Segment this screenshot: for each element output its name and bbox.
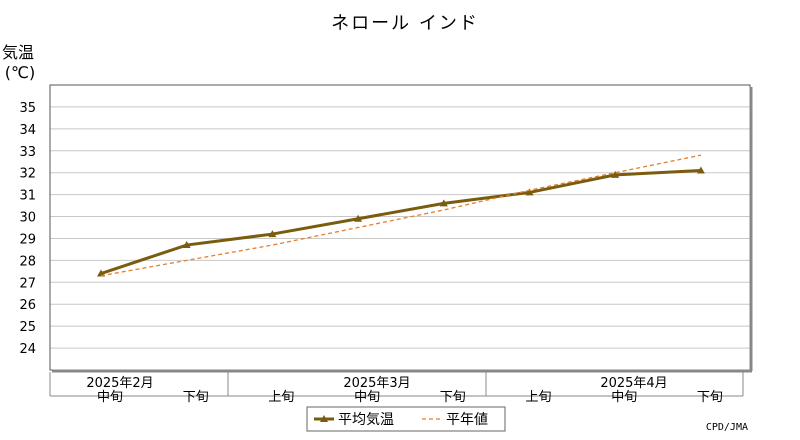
axes (49, 84, 753, 397)
x-tick-label: 下旬 (440, 390, 466, 405)
y-axis-title-line1: 気温 (2, 43, 34, 62)
y-tick-label: 25 (19, 320, 36, 335)
series-layer (97, 154, 705, 277)
y-tick-label: 35 (19, 101, 36, 116)
y-axis-title-line2: (℃) (5, 63, 35, 82)
x-tick-label: 上旬 (268, 390, 294, 405)
legend-label-average: 平均気温 (338, 412, 394, 428)
series-normal-line (100, 154, 702, 277)
y-tick-labels: 24 25 26 27 28 29 30 31 32 33 34 35 (19, 101, 36, 357)
chart-title: ネロール インド (331, 13, 479, 34)
x-tick-label: 下旬 (183, 390, 209, 405)
month-label: 2025年2月 (86, 376, 153, 391)
y-tick-label: 31 (19, 189, 36, 204)
x-tick-label: 中旬 (97, 390, 123, 405)
series-average-point (525, 188, 534, 196)
credit-label: CPD/JMA (706, 422, 748, 433)
legend-box (306, 406, 506, 432)
y-tick-label: 32 (19, 167, 36, 182)
y-tick-label: 24 (19, 342, 36, 357)
y-tick-label: 34 (19, 123, 36, 138)
y-tick-label: 26 (19, 298, 36, 313)
x-tick-label: 下旬 (697, 390, 723, 405)
series-average-point (354, 214, 363, 222)
series-average-point (696, 166, 705, 174)
plot-frame (49, 84, 751, 371)
legend-label-normal: 平年値 (446, 412, 488, 428)
x-tick-label: 中旬 (354, 390, 380, 405)
y-tick-label: 27 (19, 276, 36, 291)
x-tick-label: 中旬 (611, 390, 637, 405)
legend-marker-average (320, 415, 328, 422)
series-average-point (268, 230, 277, 238)
x-tick-label: 上旬 (525, 390, 551, 405)
series-average-point (182, 241, 191, 249)
legend: 平均気温 平年値 (306, 406, 506, 432)
month-label: 2025年3月 (343, 376, 410, 391)
series-average-line (100, 169, 701, 275)
y-tick-label: 28 (19, 254, 36, 269)
y-tick-label: 30 (19, 211, 36, 226)
y-tick-label: 33 (19, 145, 36, 160)
y-tick-label: 29 (19, 232, 36, 247)
series-average-point (439, 199, 448, 207)
series-average-point (611, 170, 620, 178)
grid-lines (50, 106, 750, 349)
month-label: 2025年4月 (600, 376, 667, 391)
